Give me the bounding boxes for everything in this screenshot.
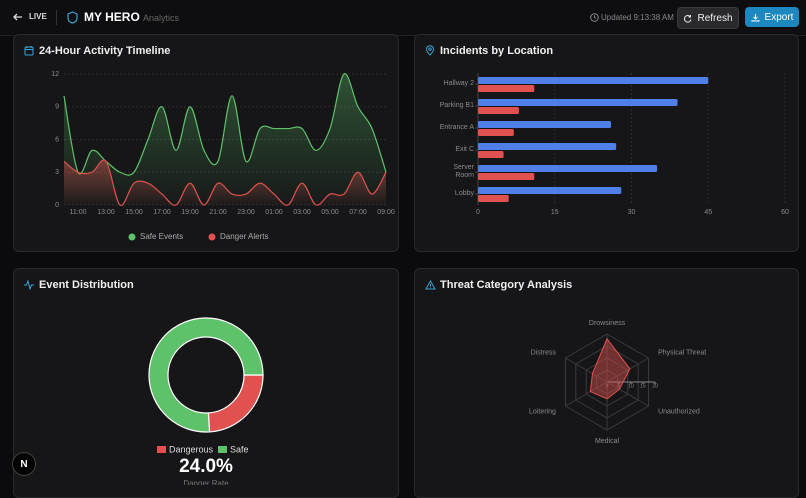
dev-badge[interactable]: N bbox=[12, 452, 36, 476]
series-area bbox=[64, 160, 386, 206]
calendar-icon bbox=[24, 46, 34, 56]
radar-area bbox=[589, 337, 631, 400]
export-icon bbox=[751, 13, 760, 21]
bar bbox=[478, 85, 535, 92]
bar bbox=[478, 121, 612, 128]
legend-swatch bbox=[218, 446, 227, 453]
x-tick-label: 0 bbox=[476, 209, 480, 216]
x-tick-label: 45 bbox=[704, 209, 712, 216]
warning-icon bbox=[425, 280, 436, 290]
center-value: 24.0% bbox=[179, 456, 233, 477]
y-tick-label: Server Room bbox=[453, 164, 474, 179]
donut-segment bbox=[148, 317, 264, 433]
category-label: Unauthorized bbox=[658, 408, 700, 415]
r-tick-label: 20 bbox=[652, 383, 658, 389]
y-tick-label: 6 bbox=[55, 136, 59, 143]
x-tick-label: 05:00 bbox=[321, 209, 339, 216]
x-tick-label: 09:00 bbox=[377, 209, 395, 216]
spoke bbox=[606, 357, 649, 383]
r-tick-label: 15 bbox=[640, 383, 646, 389]
back-icon[interactable] bbox=[13, 12, 23, 22]
bar bbox=[478, 173, 535, 180]
clock-icon bbox=[590, 13, 599, 22]
updated-time: Updated 9:13:38 AM bbox=[601, 13, 674, 22]
shield-icon bbox=[67, 11, 78, 24]
spoke bbox=[606, 381, 649, 407]
y-tick-label: 9 bbox=[55, 104, 59, 111]
app-title: MY HERO bbox=[84, 10, 140, 24]
category-label: Loitering bbox=[529, 408, 556, 415]
legend-swatch bbox=[208, 233, 216, 241]
spoke bbox=[565, 381, 608, 407]
center-caption: Danger Rate bbox=[183, 479, 229, 485]
y-tick-label: 0 bbox=[55, 202, 59, 209]
panel-title: 24-Hour Activity Timeline bbox=[39, 45, 171, 57]
bar bbox=[478, 143, 617, 150]
legend-swatch bbox=[128, 233, 136, 241]
x-tick-label: 15:00 bbox=[125, 209, 143, 216]
bar bbox=[478, 195, 509, 202]
y-tick-label: Hallway 2 bbox=[443, 80, 474, 87]
x-tick-label: 07:00 bbox=[349, 209, 367, 216]
r-tick-label: 5 bbox=[618, 383, 621, 389]
bar bbox=[478, 107, 519, 114]
category-label: Distress bbox=[531, 349, 557, 356]
x-tick-label: 13:00 bbox=[97, 209, 115, 216]
category-label: Medical bbox=[595, 438, 620, 445]
x-tick-label: 21:00 bbox=[209, 209, 227, 216]
series-line bbox=[63, 73, 387, 176]
divider bbox=[56, 10, 57, 25]
charts: 0 3 6 9 12 11:00 13:00 15:00 17:00 19:00 21:00 23:0… bbox=[51, 71, 789, 485]
x-tick-label: 01:00 bbox=[265, 209, 283, 216]
x-tick-label: 30 bbox=[628, 209, 636, 216]
r-tick-label: 10 bbox=[628, 383, 634, 389]
panel-title: Threat Category Analysis bbox=[440, 279, 573, 291]
x-tick-label: 03:00 bbox=[293, 209, 311, 216]
bar bbox=[478, 129, 514, 136]
category-label: Drowsiness bbox=[589, 320, 626, 327]
series-area bbox=[64, 73, 386, 205]
category-label: Physical Threat bbox=[658, 349, 706, 356]
distribution-panel bbox=[13, 268, 399, 498]
y-tick-label: 12 bbox=[51, 71, 59, 78]
bar bbox=[478, 151, 504, 158]
pin-icon bbox=[425, 45, 435, 56]
x-tick-label: 17:00 bbox=[153, 209, 171, 216]
refresh-icon bbox=[684, 14, 692, 23]
x-tick-label: 60 bbox=[781, 209, 789, 216]
legend-label: Danger Alerts bbox=[220, 232, 268, 241]
legend-label: Safe Events bbox=[140, 232, 183, 241]
y-tick-label: Lobby bbox=[454, 190, 474, 197]
y-tick-label: Entrance A bbox=[439, 124, 474, 131]
x-tick-label: 19:00 bbox=[181, 209, 199, 216]
panel-title: Event Distribution bbox=[39, 279, 134, 291]
x-tick-label: 15 bbox=[551, 209, 559, 216]
panel-title: Incidents by Location bbox=[440, 45, 554, 57]
x-tick-label: 11:00 bbox=[70, 209, 87, 216]
y-tick-label: 3 bbox=[55, 169, 59, 176]
refresh-button[interactable]: Refresh bbox=[677, 7, 739, 29]
legend-label: Safe bbox=[230, 444, 249, 454]
live-label: LIVE bbox=[29, 12, 47, 21]
series-line bbox=[63, 159, 387, 206]
bar bbox=[478, 165, 658, 172]
refresh-label: Refresh bbox=[697, 12, 733, 24]
x-tick-label: 23:00 bbox=[237, 209, 255, 216]
legend-swatch bbox=[157, 446, 166, 453]
bar bbox=[478, 99, 678, 106]
app-subtitle: Analytics bbox=[143, 13, 180, 23]
y-tick-label: Parking B1 bbox=[439, 102, 474, 109]
export-button[interactable]: Export bbox=[745, 7, 799, 27]
y-tick-label: Exit C bbox=[455, 146, 474, 153]
bar bbox=[478, 187, 622, 194]
export-label: Export bbox=[764, 11, 794, 23]
spoke bbox=[565, 357, 608, 383]
legend-label: Dangerous bbox=[169, 444, 214, 454]
activity-icon bbox=[24, 280, 34, 290]
header: LIVE MY HERO Analytics Updated 9:13:38 A… bbox=[0, 0, 806, 36]
donut-segment bbox=[207, 374, 264, 433]
bar bbox=[478, 77, 709, 84]
